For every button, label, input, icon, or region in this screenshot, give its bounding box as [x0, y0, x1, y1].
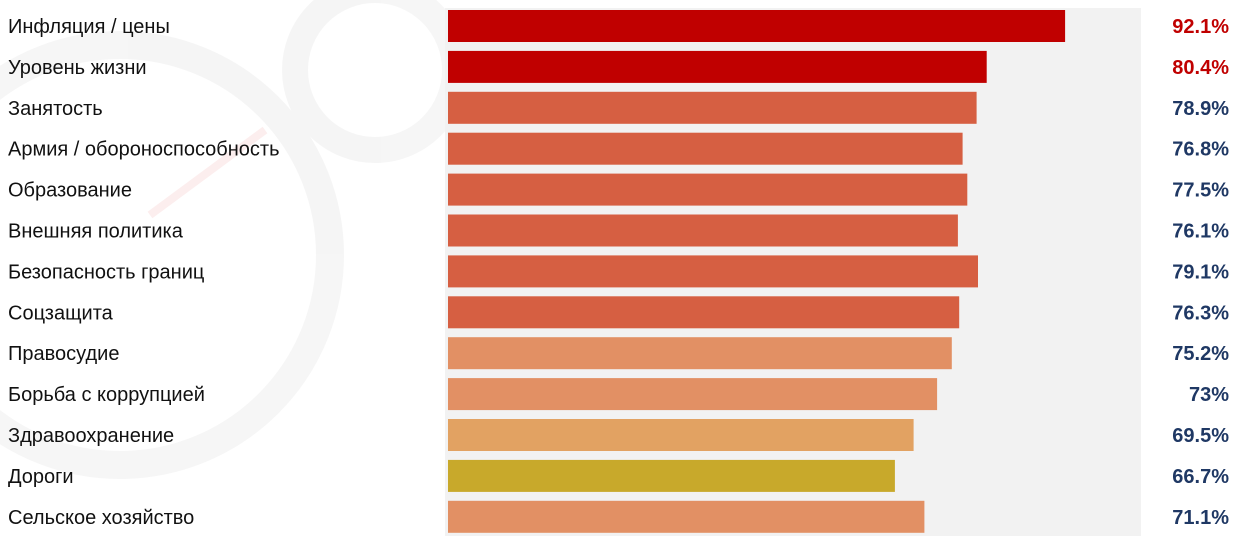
bar	[448, 132, 963, 165]
value-label: 76.1%	[1172, 221, 1229, 243]
bar	[448, 91, 977, 124]
category-label: Здравоохранение	[8, 425, 174, 447]
value-label: 73%	[1189, 384, 1229, 406]
bar	[448, 419, 914, 451]
category-label: Армия / обороноспособность	[8, 139, 280, 161]
bar	[448, 500, 925, 533]
category-label: Внешняя политика	[8, 221, 184, 243]
bar	[448, 50, 987, 83]
value-label: 69.5%	[1172, 425, 1229, 447]
value-label: 80.4%	[1172, 57, 1229, 79]
value-label: 71.1%	[1172, 507, 1229, 529]
value-label: 76.3%	[1172, 302, 1229, 324]
bar	[448, 173, 968, 206]
bar	[448, 214, 958, 247]
bar	[448, 378, 938, 411]
category-label: Дороги	[8, 466, 74, 488]
category-label: Борьба с коррупцией	[8, 384, 205, 406]
value-label: 75.2%	[1172, 343, 1229, 365]
bar	[448, 10, 1066, 42]
bar	[448, 459, 895, 492]
category-label: Безопасность границ	[8, 261, 204, 283]
category-label: Образование	[8, 180, 132, 202]
value-label: 66.7%	[1172, 466, 1229, 488]
category-label: Сельское хозяйство	[8, 507, 194, 529]
category-label: Инфляция / цены	[8, 16, 170, 38]
category-label: Правосудие	[8, 343, 119, 365]
bar	[448, 337, 952, 370]
value-label: 92.1%	[1172, 16, 1229, 38]
bar	[448, 296, 960, 329]
value-label: 79.1%	[1172, 261, 1229, 283]
value-label: 76.8%	[1172, 139, 1229, 161]
category-label: Занятость	[8, 98, 103, 120]
category-label: Соцзащита	[8, 302, 114, 324]
category-label: Уровень жизни	[8, 57, 147, 79]
bar	[448, 255, 978, 288]
value-label: 77.5%	[1172, 180, 1229, 202]
value-label: 78.9%	[1172, 98, 1229, 120]
